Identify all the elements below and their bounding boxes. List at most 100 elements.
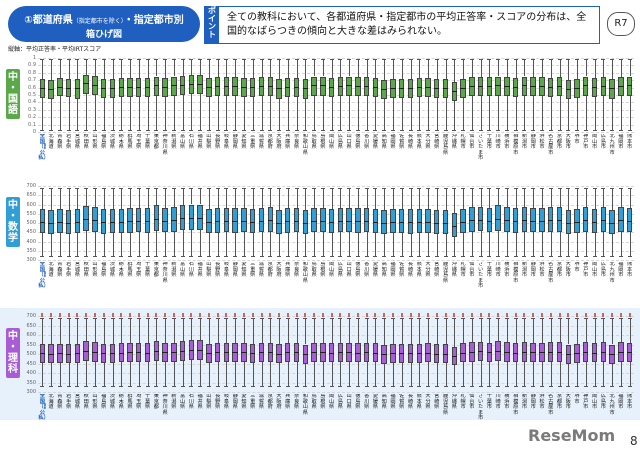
whisker-cap — [496, 386, 501, 388]
category-label: 岐阜県 — [223, 134, 230, 151]
outlier-point — [593, 314, 596, 317]
whisker-cap — [522, 386, 527, 388]
category-label: 三重県 — [250, 262, 256, 279]
category-label: 福島県 — [101, 262, 107, 279]
whisker — [410, 317, 412, 344]
box — [285, 208, 291, 233]
category-label: 札幌市 — [460, 134, 466, 151]
whisker-cap — [171, 317, 176, 319]
whisker-cap — [312, 256, 317, 258]
whisker — [533, 232, 535, 257]
median-line — [495, 85, 501, 87]
y-tick-label: 0.7 — [28, 77, 36, 84]
whisker — [314, 95, 316, 130]
median-line — [127, 352, 133, 354]
outlier-point — [628, 314, 631, 317]
outlier-point — [216, 314, 219, 317]
whisker-cap — [469, 187, 474, 189]
whisker — [51, 99, 53, 130]
y-tick-label: 300 — [26, 389, 36, 395]
median-line — [548, 220, 554, 222]
whisker-cap — [618, 317, 623, 319]
whisker — [287, 317, 289, 343]
outlier-point — [427, 314, 430, 317]
whisker-cap — [119, 187, 124, 189]
outlier-point — [278, 312, 281, 315]
y-tick-label: 400 — [26, 370, 36, 376]
whisker — [612, 234, 614, 257]
gridline — [38, 354, 634, 355]
whisker — [296, 317, 298, 343]
median-line — [285, 352, 291, 354]
whisker-cap — [539, 129, 544, 131]
median-line — [206, 353, 212, 355]
whisker-cap — [250, 386, 255, 388]
whisker-cap — [566, 187, 571, 189]
median-line — [197, 350, 203, 352]
outlier-point — [164, 314, 167, 317]
whisker-cap — [583, 187, 588, 189]
whisker-cap — [399, 59, 404, 61]
outlier-point — [313, 314, 316, 317]
median-line — [460, 87, 466, 89]
box — [469, 207, 475, 232]
box — [276, 209, 282, 234]
median-line — [425, 352, 431, 354]
whisker — [384, 59, 386, 81]
whisker — [77, 187, 79, 210]
median-line — [153, 218, 160, 220]
whisker — [436, 187, 438, 210]
outlier-point — [505, 312, 508, 315]
category-label: 静岡県 — [232, 262, 238, 279]
category-label: 香川県 — [364, 394, 370, 411]
box — [337, 207, 344, 233]
outlier-point — [225, 312, 228, 315]
whisker — [445, 187, 447, 210]
whisker-cap — [522, 317, 527, 319]
whisker — [182, 59, 184, 76]
whisker-cap — [189, 187, 194, 189]
median-line — [469, 351, 475, 353]
whisker — [112, 97, 114, 130]
category-label: 神戸市 — [583, 134, 589, 151]
whisker — [173, 95, 175, 130]
whisker — [445, 59, 447, 79]
outlier-point — [444, 312, 447, 315]
y-tick-label: 600 — [26, 332, 36, 338]
whisker — [375, 232, 377, 257]
median-line — [530, 352, 536, 354]
whisker-cap — [119, 129, 124, 131]
box — [504, 207, 510, 232]
whisker — [103, 59, 105, 79]
whisker-cap — [329, 317, 334, 319]
whisker-cap — [522, 129, 527, 131]
whisker-cap — [592, 187, 597, 189]
category-label: 堺市 — [574, 394, 580, 405]
category-label: 広島県 — [337, 394, 343, 411]
outlier-point — [269, 312, 272, 315]
whisker — [506, 361, 508, 387]
whisker — [138, 187, 140, 208]
gridline — [38, 241, 634, 243]
whisker — [235, 187, 237, 209]
median-line — [136, 352, 142, 354]
box — [486, 207, 493, 233]
whisker — [366, 59, 368, 78]
whisker — [515, 97, 517, 130]
whisker — [480, 361, 482, 387]
whisker — [331, 59, 333, 78]
outlier-point — [330, 314, 333, 317]
whisker — [165, 361, 167, 387]
whisker-cap — [312, 59, 317, 61]
whisker-cap — [136, 386, 141, 388]
whisker-cap — [198, 187, 203, 189]
whisker — [77, 98, 79, 130]
whisker-cap — [452, 129, 457, 131]
whisker-cap — [171, 386, 176, 388]
whisker-cap — [434, 256, 439, 258]
whisker — [471, 96, 473, 130]
whisker — [208, 362, 210, 387]
whisker — [603, 187, 605, 208]
median-line — [206, 86, 212, 88]
whisker — [94, 361, 96, 387]
